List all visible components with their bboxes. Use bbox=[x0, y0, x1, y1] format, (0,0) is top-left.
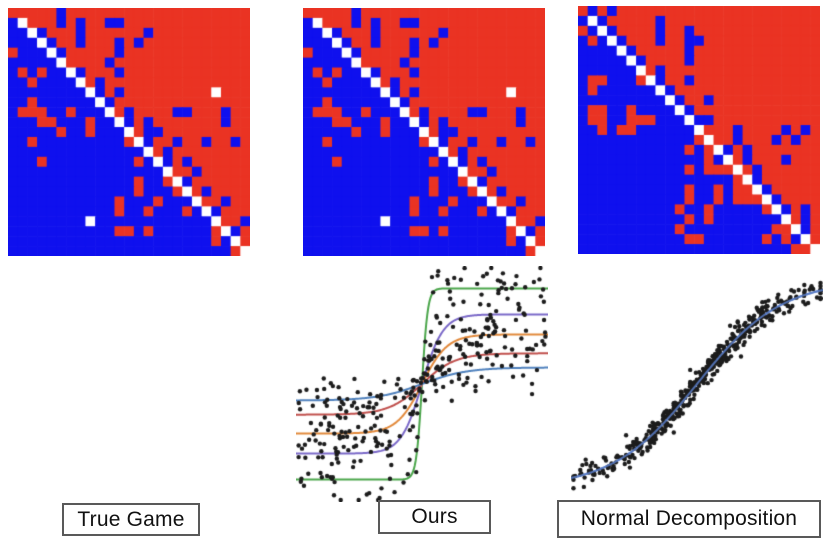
ours-label-box: Ours bbox=[378, 500, 491, 534]
ours-matrix bbox=[303, 8, 545, 256]
normal-decomposition-label-box: Normal Decomposition bbox=[557, 500, 821, 538]
normal-decomposition-scatter-plot bbox=[571, 266, 823, 502]
true-game-label-box: True Game bbox=[62, 503, 200, 536]
normal-decomposition-label: Normal Decomposition bbox=[580, 507, 798, 530]
normal-decomposition-matrix bbox=[578, 6, 820, 254]
true-game-label: True Game bbox=[77, 507, 185, 531]
ours-label: Ours bbox=[411, 505, 458, 528]
true-game-matrix bbox=[8, 8, 250, 256]
ours-scatter-plot bbox=[296, 266, 548, 502]
